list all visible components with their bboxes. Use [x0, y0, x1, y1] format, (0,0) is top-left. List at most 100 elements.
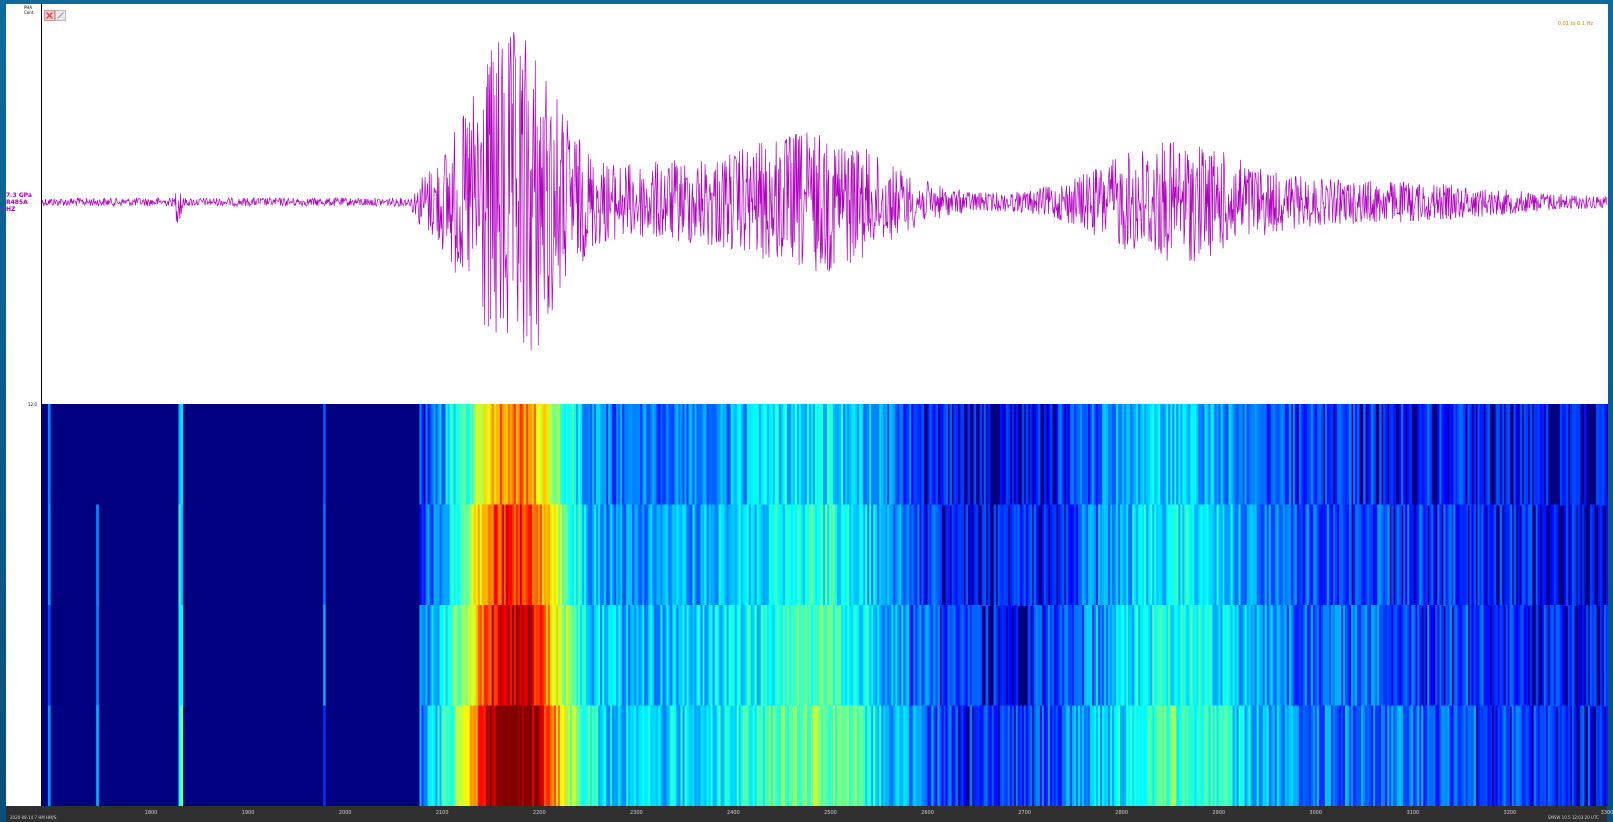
spectrogram-cell [545, 605, 549, 707]
spectrogram-cell [1535, 504, 1539, 606]
spectrogram-cell [1178, 705, 1181, 806]
spectrogram-cell [1029, 705, 1033, 806]
spectrogram-cell [1084, 705, 1087, 806]
spectrogram-cell [1483, 504, 1487, 606]
spectrogram-cell [740, 605, 744, 707]
spectrogram-cell [1130, 504, 1133, 606]
spectrogram-cell [676, 605, 679, 707]
spectrogram-cell [552, 705, 555, 806]
spectrogram-cell [1250, 504, 1254, 606]
spectrogram-cell [1308, 504, 1312, 606]
spectrogram-cell [612, 605, 615, 707]
spectrogram-cell [881, 605, 884, 707]
spectrogram-cell [1080, 504, 1083, 606]
spectrogram-cell [1487, 504, 1491, 606]
spectrogram-cell [96, 605, 99, 707]
spectrogram-cell [1272, 605, 1276, 707]
spectrogram-cell [1437, 404, 1440, 506]
spectrogram-cell [684, 605, 688, 707]
spectrogram-cell [1220, 605, 1224, 707]
spectrogram-cell [1274, 404, 1278, 506]
spectrogram-cell [1567, 705, 1571, 806]
spectrogram-cell [1061, 404, 1065, 506]
spectrogram-cell [636, 705, 639, 806]
spectrogram-cell [489, 605, 493, 707]
spectrogram-cell [1108, 504, 1111, 606]
spectrogram-cell [682, 605, 686, 707]
spectrogram-cell [1557, 705, 1561, 806]
spectrogram-cell [1086, 504, 1089, 606]
spectrogram-cell [513, 404, 517, 506]
waveform-panel[interactable] [41, 4, 1608, 404]
spectrogram-cell [792, 504, 796, 606]
spectrogram-cell [887, 705, 890, 806]
spectrogram-cell [768, 404, 772, 506]
spectrogram-cell [1324, 605, 1328, 707]
spectrogram-cell [1186, 504, 1189, 606]
spectrogram-cell [794, 705, 798, 806]
spectrogram-cell [1363, 605, 1366, 707]
spectrogram-cell [660, 705, 663, 806]
spectrogram-cell [730, 504, 734, 606]
spectrogram-cell [1419, 504, 1422, 606]
spectrogram-cell [578, 404, 581, 506]
spectrogram-cell [891, 404, 894, 506]
spectrogram-cell [806, 705, 810, 806]
spectrogram-cell [1278, 504, 1282, 606]
spectrogram-cell [423, 605, 427, 707]
spectrogram-cell [453, 404, 457, 506]
spectrogram-cell [616, 504, 619, 606]
spectrogram-cell [1154, 504, 1157, 606]
spectrogram-cell [1196, 504, 1199, 606]
spectrogram-cell [810, 705, 814, 806]
spectrogram-cell [1377, 705, 1380, 806]
spectrogram-cell [1216, 605, 1220, 707]
spectrogram-cell [560, 504, 563, 606]
spectrogram-cell [1553, 605, 1557, 707]
spectrogram-cell [1591, 504, 1595, 606]
spectrogram-cell [1449, 504, 1452, 606]
spectrogram-cell [1212, 404, 1216, 506]
spectrogram-cell [1371, 605, 1374, 707]
spectrogram-cell [754, 504, 758, 606]
spectrogram-cell [897, 404, 900, 506]
spectrogram-cell [1182, 705, 1185, 806]
spectrogram-cell [1154, 605, 1157, 707]
spectrogram-cell [1413, 705, 1416, 806]
spectrogram-cell [1266, 404, 1270, 506]
spectrogram-cell [1069, 605, 1073, 707]
spectrogram-cell [1507, 404, 1511, 506]
spectrogram-cell [608, 605, 611, 707]
spectrogram-cell [1029, 504, 1033, 606]
spectrogram-cell [1264, 404, 1268, 506]
spectrogram-cell [632, 504, 635, 606]
spectrogram-cell [1298, 705, 1302, 806]
spectrogram-cell [949, 404, 953, 506]
spectrogram-cell [660, 605, 663, 707]
spectrogram-cell [1310, 705, 1314, 806]
spectrogram-cell [941, 404, 944, 506]
spectrogram-cell [867, 705, 870, 806]
spectrogram-cell [1569, 504, 1573, 606]
spectrogram-cell [521, 404, 525, 506]
spectrogram-cell [825, 605, 828, 707]
spectrogram-cell [429, 705, 433, 806]
close-trace-icon[interactable] [44, 10, 66, 21]
spectrogram-cell [423, 705, 427, 806]
spectrogram-cell [1373, 605, 1376, 707]
spectrogram-cell [1059, 404, 1063, 506]
spectrogram-cell [1260, 404, 1264, 506]
spectrogram-cell [614, 404, 617, 506]
spectrogram-cell [642, 605, 645, 707]
spectrogram-cell [728, 404, 732, 506]
spectrogram-cell [439, 605, 443, 707]
spectrogram-cell [1541, 605, 1545, 707]
spectrogram-cell [429, 605, 433, 707]
spectrogram-panel[interactable] [41, 404, 1608, 806]
spectrogram-cell [588, 504, 591, 606]
spectrogram-cell [1453, 705, 1456, 806]
spectrogram-cell [1142, 404, 1145, 506]
spectrogram-cell [859, 404, 862, 506]
spectrogram-cell [752, 605, 756, 707]
spectrogram-cell [1439, 605, 1442, 707]
